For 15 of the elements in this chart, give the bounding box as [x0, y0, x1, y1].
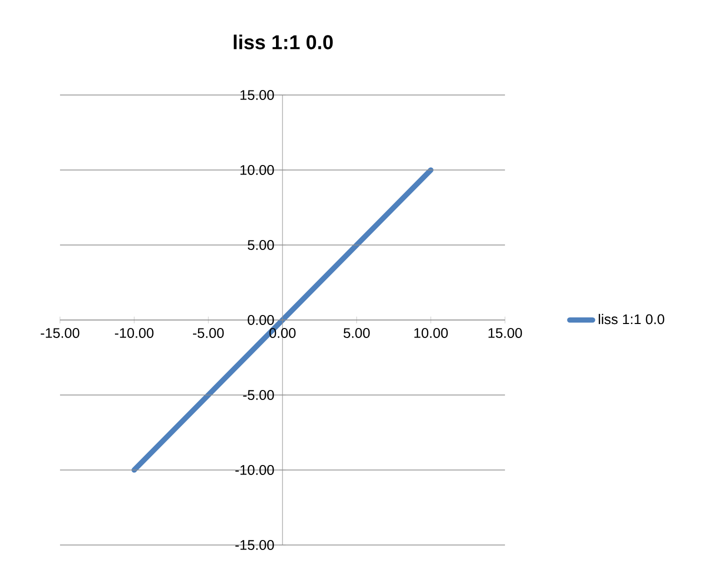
y-tick-label: -15.00 [235, 540, 274, 550]
chart-title: liss 1:1 0.0 [234, 34, 333, 50]
x-tick-label: 15.00 [488, 328, 522, 338]
x-tick-label: 10.00 [414, 328, 448, 338]
y-tick-label: 10.00 [240, 165, 274, 175]
y-tick-label: 15.00 [240, 90, 274, 100]
y-tick-label: 0.00 [248, 315, 274, 325]
x-tick-label: 5.00 [344, 328, 370, 338]
x-tick-label: -5.00 [193, 328, 224, 338]
legend-label: liss 1:1 0.0 [598, 314, 664, 324]
y-tick-label: 5.00 [248, 240, 274, 250]
y-tick-label: -10.00 [235, 465, 274, 475]
x-tick-label: -10.00 [114, 328, 154, 338]
x-tick-label: -15.00 [40, 328, 80, 338]
y-tick-label: -5.00 [243, 390, 274, 400]
